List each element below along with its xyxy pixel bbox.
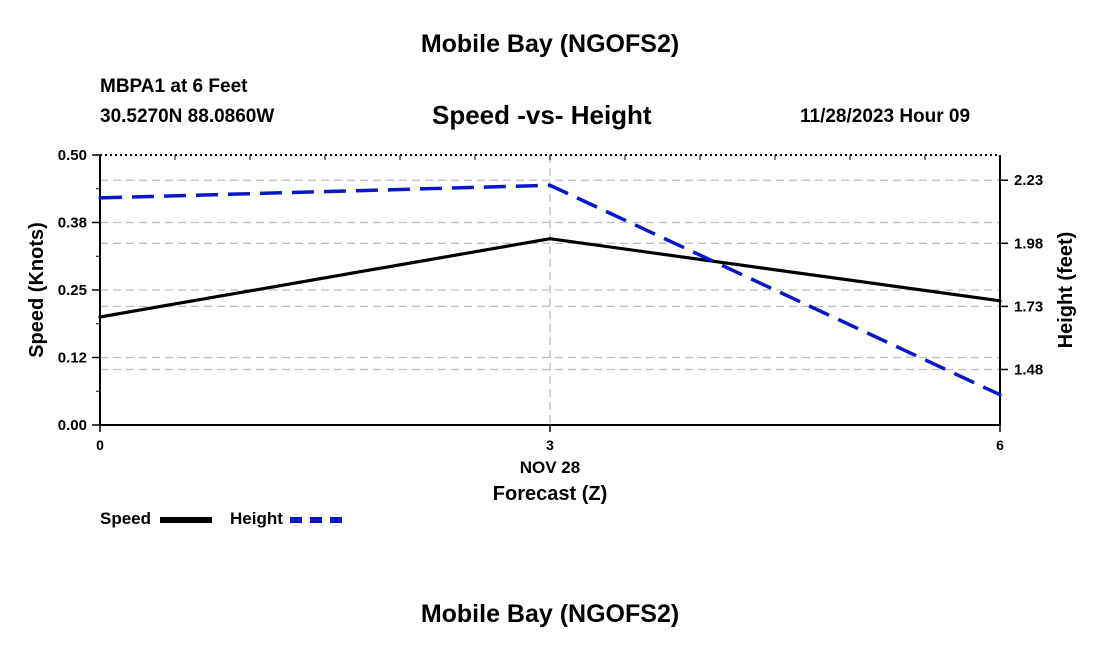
forecast-timestamp: 11/28/2023 Hour 09 (800, 106, 971, 127)
speed-data-point (98, 315, 102, 319)
x-date-label: NOV 28 (520, 458, 580, 477)
x-tick-label: 6 (996, 437, 1004, 453)
legend-speed-label: Speed (100, 509, 152, 528)
coordinates-label: 30.5270N 88.0860W (100, 106, 275, 127)
x-tick-label: 3 (546, 437, 554, 453)
legend-height-swatch (290, 517, 342, 523)
y-right-axis-title: Height (feet) (1055, 232, 1077, 349)
height-data-point (98, 196, 102, 200)
x-tick-label: 0 (96, 437, 104, 453)
height-data-point (998, 393, 1002, 397)
station-label: MBPA1 at 6 Feet (100, 76, 248, 97)
speed-tick-label: 0.25 (58, 282, 87, 299)
chart-title: Mobile Bay (NGOFS2) (420, 30, 680, 58)
speed-tick-label: 0.12 (58, 350, 87, 367)
speed-data-point (548, 237, 552, 241)
height-tick-label: 1.73 (1014, 298, 1043, 315)
y-left-axis-title: Speed (Knots) (26, 222, 48, 358)
height-tick-label: 2.23 (1014, 172, 1043, 189)
chart-subtitle: Speed -vs- Height (432, 100, 652, 130)
speed-tick-label: 0.38 (58, 215, 87, 232)
height-data-point (548, 183, 552, 187)
height-tick-label: 1.48 (1014, 361, 1043, 378)
legend-height-label: Height (230, 509, 283, 528)
legend-speed-swatch (160, 517, 212, 523)
height-tick-label: 1.98 (1014, 235, 1043, 252)
speed-data-point (998, 299, 1002, 303)
speed-tick-label: 0.50 (58, 147, 87, 164)
x-axis-title: Forecast (Z) (493, 483, 607, 505)
speed-tick-label: 0.00 (58, 417, 87, 434)
footer-title: Mobile Bay (NGOFS2) (420, 600, 680, 628)
